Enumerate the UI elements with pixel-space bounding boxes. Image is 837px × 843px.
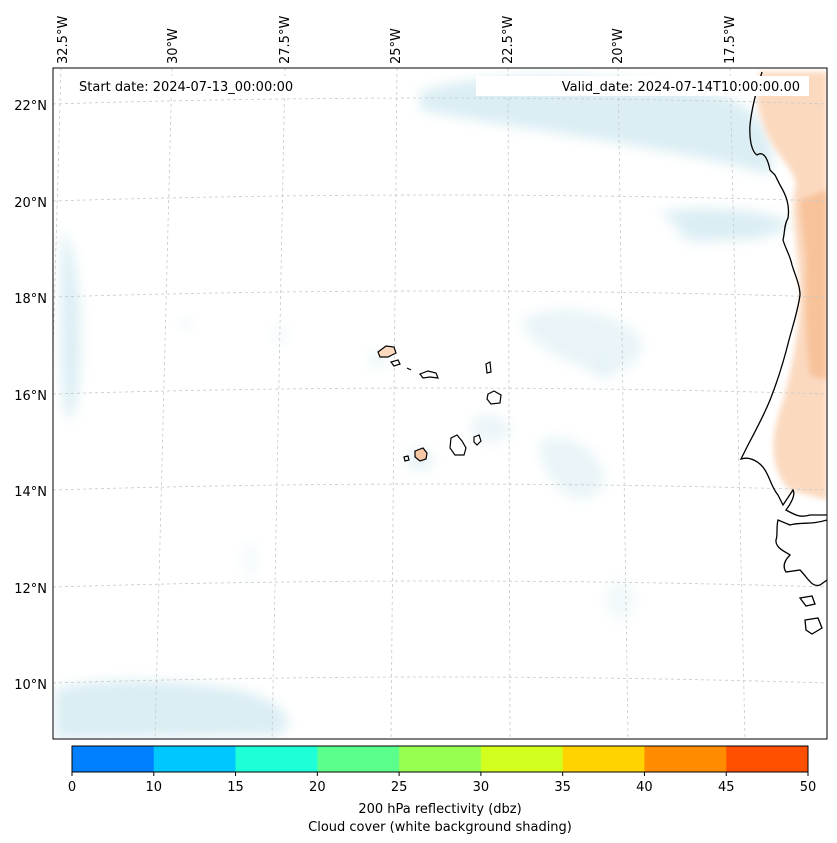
valid-date-text: Valid_date: 2024-07-14T10:00:00.00 xyxy=(562,80,800,95)
map-area xyxy=(53,68,827,739)
colorbar-segment xyxy=(235,746,318,772)
cape-verde-islands xyxy=(377,345,502,462)
lon-label: 20°W xyxy=(611,28,626,64)
colorbar-tick-label: 15 xyxy=(227,780,244,795)
lon-label: 22.5°W xyxy=(501,16,516,64)
lat-label: 18°N xyxy=(14,292,47,307)
colorbar-tick-label: 20 xyxy=(309,780,326,795)
start-date-box xyxy=(72,76,316,96)
longitude-labels: 32.5°W 30°W 27.5°W 25°W 22.5°W 20°W 17.5… xyxy=(56,16,738,64)
colorbar-sublabel: Cloud cover (white background shading) xyxy=(308,820,572,835)
colorbar: 0 10 15 20 25 30 35 40 45 50 200 hPa reflectivity… xyxy=(68,745,817,835)
colorbar-tick-label: 40 xyxy=(636,780,653,795)
colorbar-tick-label: 45 xyxy=(718,780,735,795)
colorbar-tick-label: 10 xyxy=(146,780,163,795)
colorbar-segment xyxy=(153,746,237,772)
colorbar-frame xyxy=(71,745,809,773)
colorbar-segment xyxy=(72,746,155,772)
colorbar-segment xyxy=(726,746,809,772)
reflectivity-shading xyxy=(756,72,827,500)
colorbar-segment xyxy=(317,746,400,772)
colorbar-tick-label: 30 xyxy=(473,780,490,795)
lon-label: 27.5°W xyxy=(278,16,293,64)
colorbar-segment xyxy=(399,746,482,772)
colorbar-segment xyxy=(562,746,645,772)
graticule xyxy=(53,68,827,739)
reflectivity-core xyxy=(800,190,827,380)
colorbar-tick-label: 25 xyxy=(391,780,408,795)
lat-label: 12°N xyxy=(14,582,47,597)
colorbar-tick-label: 50 xyxy=(800,780,817,795)
lon-label: 25°W xyxy=(389,28,404,64)
colorbar-tick-label: 0 xyxy=(68,780,76,795)
lon-label: 32.5°W xyxy=(56,16,71,64)
latitude-labels: 22°N 20°N 18°N 16°N 14°N 12°N 10°N xyxy=(14,99,47,693)
map-frame xyxy=(52,67,828,740)
lat-label: 14°N xyxy=(14,485,47,500)
africa-coastline xyxy=(739,71,827,635)
lat-label: 20°N xyxy=(14,196,47,211)
start-date-text: Start date: 2024-07-13_00:00:00 xyxy=(79,80,293,95)
valid-date-box xyxy=(476,76,809,96)
colorbar-segment xyxy=(644,746,727,772)
lon-label: 30°W xyxy=(166,28,181,64)
lat-label: 10°N xyxy=(14,678,47,693)
colorbar-label: 200 hPa reflectivity (dbz) xyxy=(358,802,521,817)
lon-label: 17.5°W xyxy=(723,16,738,64)
colorbar-segment xyxy=(480,746,564,772)
lat-label: 16°N xyxy=(14,389,47,404)
colorbar-tick-label: 35 xyxy=(554,780,571,795)
lat-label: 22°N xyxy=(14,99,47,114)
